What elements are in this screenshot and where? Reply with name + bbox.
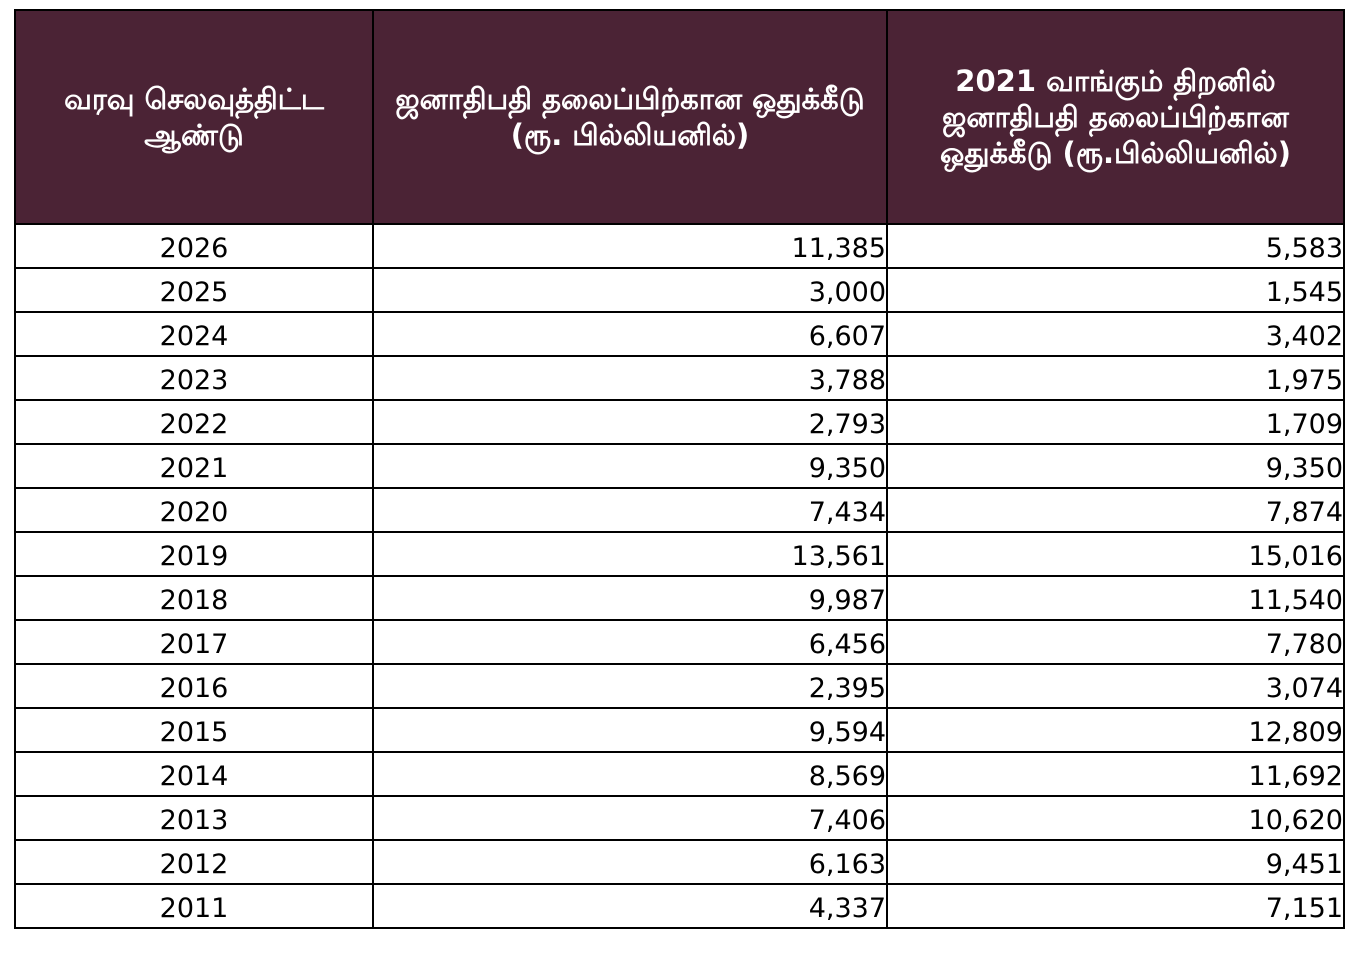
table-row: 2013 7,406 10,620 [14, 795, 1345, 841]
nominal-allocation-cell: 2,395 [372, 663, 888, 709]
budget-year-cell: 2018 [14, 575, 374, 621]
table-row: 2022 2,793 1,709 [14, 399, 1345, 445]
table-row: 2014 8,569 11,692 [14, 751, 1345, 797]
real-allocation-cell: 9,350 [886, 443, 1345, 489]
table-row: 2011 4,337 7,151 [14, 883, 1345, 929]
budget-year-cell: 2016 [14, 663, 374, 709]
budget-year-cell: 2021 [14, 443, 374, 489]
table-row: 2018 9,987 11,540 [14, 575, 1345, 621]
budget-year-cell: 2026 [14, 223, 374, 269]
budget-year-cell: 2012 [14, 839, 374, 885]
nominal-allocation-cell: 3,788 [372, 355, 888, 401]
budget-year-cell: 2023 [14, 355, 374, 401]
budget-year-cell: 2015 [14, 707, 374, 753]
header-row: வரவு செலவுத்திட்ட ஆண்டு ஜனாதிபதி தலைப்பி… [14, 9, 1345, 225]
budget-year-cell: 2022 [14, 399, 374, 445]
nominal-allocation-cell: 9,594 [372, 707, 888, 753]
table-row: 2015 9,594 12,809 [14, 707, 1345, 753]
table-row: 2012 6,163 9,451 [14, 839, 1345, 885]
table-row: 2017 6,456 7,780 [14, 619, 1345, 665]
real-allocation-cell: 5,583 [886, 223, 1345, 269]
real-allocation-cell: 10,620 [886, 795, 1345, 841]
table-row: 2016 2,395 3,074 [14, 663, 1345, 709]
budget-year-cell: 2017 [14, 619, 374, 665]
header-nominal-allocation: ஜனாதிபதி தலைப்பிற்கான ஒதுக்கீடு (ரூ. பில… [372, 9, 888, 225]
real-allocation-cell: 12,809 [886, 707, 1345, 753]
nominal-allocation-cell: 7,434 [372, 487, 888, 533]
budget-year-cell: 2011 [14, 883, 374, 929]
budget-year-cell: 2014 [14, 751, 374, 797]
table-row: 2020 7,434 7,874 [14, 487, 1345, 533]
nominal-allocation-cell: 8,569 [372, 751, 888, 797]
header-real-allocation-label: 2021 வாங்கும் திறனில் ஜனாதிபதி தலைப்பிற்… [940, 64, 1291, 170]
budget-allocation-sheet: வரவு செலவுத்திட்ட ஆண்டு ஜனாதிபதி தலைப்பி… [14, 9, 1345, 955]
table-row: 2024 6,607 3,402 [14, 311, 1345, 357]
budget-year-cell: 2024 [14, 311, 374, 357]
real-allocation-cell: 1,709 [886, 399, 1345, 445]
budget-allocation-table: வரவு செலவுத்திட்ட ஆண்டு ஜனாதிபதி தலைப்பி… [14, 9, 1345, 929]
nominal-allocation-cell: 3,000 [372, 267, 888, 313]
nominal-allocation-cell: 2,793 [372, 399, 888, 445]
nominal-allocation-cell: 6,163 [372, 839, 888, 885]
header-nominal-allocation-label: ஜனாதிபதி தலைப்பிற்கான ஒதுக்கீடு (ரூ. பில… [395, 82, 865, 152]
header-budget-year: வரவு செலவுத்திட்ட ஆண்டு [14, 9, 374, 225]
table-row: 2026 11,385 5,583 [14, 223, 1345, 269]
real-allocation-cell: 7,780 [886, 619, 1345, 665]
table-body: 2026 11,385 5,583 2025 3,000 1,545 2024 6,607 3,… [14, 223, 1345, 929]
nominal-allocation-cell: 7,406 [372, 795, 888, 841]
real-allocation-cell: 11,540 [886, 575, 1345, 621]
real-allocation-cell: 9,451 [886, 839, 1345, 885]
nominal-allocation-cell: 11,385 [372, 223, 888, 269]
header-budget-year-label: வரவு செலவுத்திட்ட ஆண்டு [64, 82, 324, 152]
real-allocation-cell: 7,874 [886, 487, 1345, 533]
budget-year-cell: 2025 [14, 267, 374, 313]
nominal-allocation-cell: 4,337 [372, 883, 888, 929]
nominal-allocation-cell: 6,456 [372, 619, 888, 665]
real-allocation-cell: 1,545 [886, 267, 1345, 313]
real-allocation-cell: 3,402 [886, 311, 1345, 357]
nominal-allocation-cell: 9,350 [372, 443, 888, 489]
nominal-allocation-cell: 6,607 [372, 311, 888, 357]
budget-year-cell: 2019 [14, 531, 374, 577]
real-allocation-cell: 3,074 [886, 663, 1345, 709]
table-row: 2019 13,561 15,016 [14, 531, 1345, 577]
real-allocation-cell: 1,975 [886, 355, 1345, 401]
nominal-allocation-cell: 9,987 [372, 575, 888, 621]
nominal-allocation-cell: 13,561 [372, 531, 888, 577]
table-row: 2023 3,788 1,975 [14, 355, 1345, 401]
table-row: 2021 9,350 9,350 [14, 443, 1345, 489]
budget-year-cell: 2013 [14, 795, 374, 841]
real-allocation-cell: 11,692 [886, 751, 1345, 797]
real-allocation-cell: 15,016 [886, 531, 1345, 577]
budget-year-cell: 2020 [14, 487, 374, 533]
real-allocation-cell: 7,151 [886, 883, 1345, 929]
table-row: 2025 3,000 1,545 [14, 267, 1345, 313]
header-real-allocation: 2021 வாங்கும் திறனில் ஜனாதிபதி தலைப்பிற்… [886, 9, 1345, 225]
